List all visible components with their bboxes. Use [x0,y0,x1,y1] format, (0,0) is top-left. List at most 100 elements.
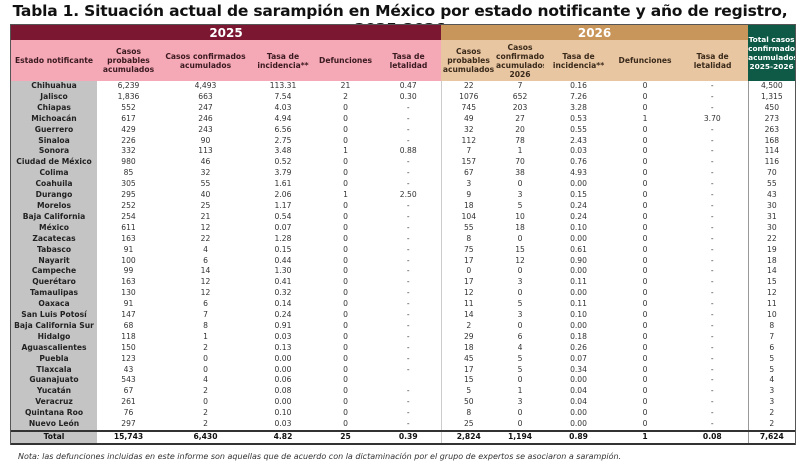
value-cell: 3 [517,397,523,407]
value-cell: 0.14 [274,299,292,309]
value-cell: - [677,320,749,332]
value-cell: 6,239 [117,81,140,90]
value-cell: - [677,244,749,256]
value-cell: 4.94 [274,113,292,123]
value-cell: 1076 [459,91,479,101]
value-cell: 0 [343,222,348,232]
value-cell: 2.75 [274,135,292,145]
value-cell: 0 [343,375,348,385]
value-cell: 0.00 [570,320,587,330]
value-cell: 0 [466,266,472,276]
table-row: Quintana Roo 76 2 0.10 0 - 8 0 0.00 0 - 2 [11,408,795,420]
value-cell: 305 [121,179,136,189]
value-cell: 261 [121,397,136,407]
value-cell: 652 [512,91,528,101]
value-cell: 4 [517,342,523,352]
value-cell: 0 [517,233,523,243]
value-cell: 0.10 [570,310,587,320]
value-cell: 0 [642,91,648,101]
value-cell: 3.79 [274,168,292,178]
value-cell: 0.10 [570,222,587,232]
value-cell: - [376,255,442,267]
value-cell: - [677,342,749,354]
value-cell: 0.47 [376,81,442,92]
value-cell: 0 [642,386,648,396]
value-cell: 6 [203,255,208,265]
value-cell: 1 [343,146,348,156]
value-cell: 2,824 [441,430,497,445]
value-cell: 552 [121,102,136,112]
value-cell: 0 [642,408,648,418]
value-cell: 27 [515,113,525,123]
table-row: Baja California Sur 68 8 0.91 0 - 2 0 0.00 0 - 8 [11,320,795,332]
value-cell: - [677,310,749,321]
value-cell: 8 [203,320,208,330]
value-cell: 617 [121,113,136,123]
value-cell: 0 [203,397,208,407]
value-cell: - [376,222,442,234]
value-cell: 104 [461,211,477,221]
value-cell: - [376,408,442,420]
value-cell: 0 [517,419,523,429]
value-cell: 2.43 [570,135,587,145]
state-name-cell: Nuevo León [11,419,97,431]
footnote: Nota: las defunciones incluidas en este … [18,452,622,461]
value-cell: 0 [642,288,648,298]
value-cell: 0 [517,408,523,418]
value-cell: 55 [766,179,777,189]
value-cell: 4,500 [760,81,783,90]
table-row: Oaxaca 91 6 0.14 0 - 11 5 0.11 0 - 11 [11,299,795,311]
value-cell: 0 [642,102,648,112]
value-cell: - [376,299,442,311]
table-row: Sonora 332 113 3.48 1 0.88 7 1 0.03 0 - 114 [11,146,795,158]
value-cell: 0 [642,375,648,385]
state-name-cell: Zacatecas [11,233,97,245]
state-name-cell: Yucatán [11,386,97,398]
value-cell: 25 [315,430,376,445]
value-cell: 611 [121,222,136,232]
value-cell: 21 [340,81,351,90]
value-cell: 0.24 [570,200,587,210]
value-cell: - [677,375,749,387]
value-cell: 18 [766,255,777,265]
value-cell: 1 [642,113,648,123]
value-cell: 22 [766,233,777,243]
value-cell: 5 [517,364,523,374]
table-row: Sinaloa 226 90 2.75 0 - 112 78 2.43 0 - 168 [11,135,795,147]
value-cell: 0 [343,211,348,221]
value-cell: 2 [203,419,208,429]
value-cell: 273 [764,113,780,123]
value-cell: 0.52 [274,157,292,167]
value-cell: 226 [121,135,136,145]
value-cell: 5 [769,353,775,363]
value-cell: 0.00 [570,288,587,298]
value-cell: 0 [517,179,523,189]
value-cell: - [677,179,749,191]
state-name-cell: Baja California Sur [11,320,97,332]
value-cell: 6 [203,299,208,309]
value-cell: 2 [769,408,775,418]
value-cell: 0 [343,408,348,418]
value-cell: - [376,113,442,125]
value-cell: - [677,91,749,103]
value-cell: 0.61 [570,244,587,254]
value-cell: 3.70 [677,113,749,125]
value-cell: 247 [198,102,213,112]
value-cell: 38 [515,168,525,178]
value-cell: 70 [515,157,525,167]
value-cell: 12 [515,255,525,265]
value-cell: 78 [515,135,525,145]
value-cell: 0 [343,124,348,134]
value-cell: 0.00 [570,408,587,418]
column-header-2025: Tasa de letalidad [376,40,442,81]
value-cell: 0.30 [376,91,442,103]
value-cell: - [376,397,442,409]
value-cell: - [677,419,749,431]
value-cell: 0 [343,233,348,243]
value-cell: 5 [769,364,775,374]
value-cell: - [677,386,749,398]
value-cell: 0 [343,255,348,265]
value-cell: 43 [766,190,777,200]
value-cell: - [376,102,442,114]
value-cell: 5 [517,353,523,363]
